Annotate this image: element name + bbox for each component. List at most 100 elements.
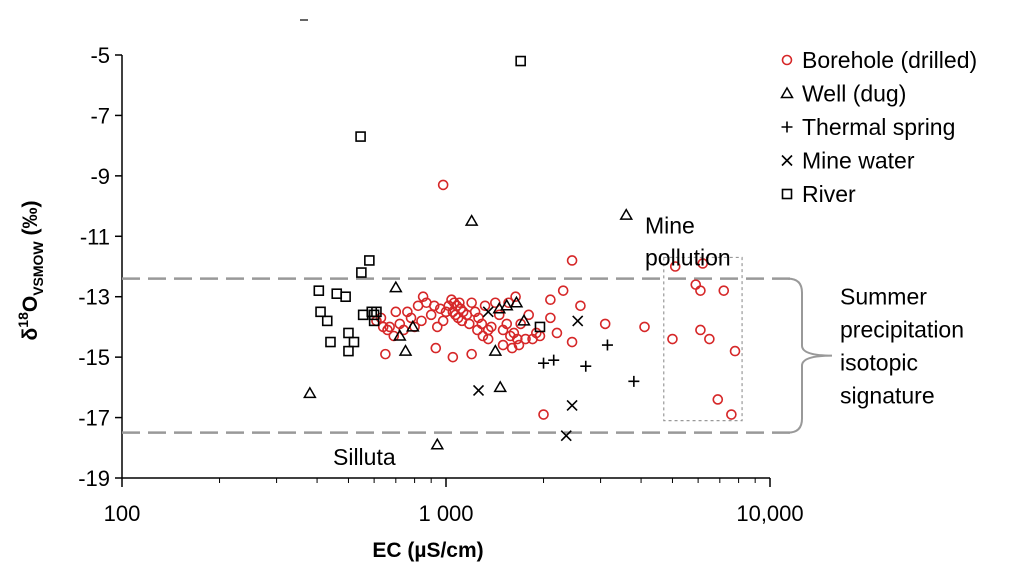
river-point [368,315,380,327]
borehole-drilled-point [695,324,706,336]
y-ticks: -5 -7 -9 -11 -13 -15 -17 -19 [78,43,122,491]
borehole-drilled-point [380,348,391,360]
borehole-drilled-point [447,351,459,363]
well-dug-point [389,280,403,293]
mine-water-point [572,315,584,327]
river-point [357,309,369,321]
legend-marker-well-dug [780,86,794,99]
legend-marker-river [781,188,793,200]
borehole-drilled-point [469,306,481,318]
x-tick-label: 100 [104,501,141,526]
river-point [515,55,526,67]
borehole-drilled-point [513,339,525,351]
borehole-drilled-point [437,179,449,191]
annotation-silluta: Silluta [333,444,396,470]
borehole-drilled-point [384,321,395,333]
borehole-drilled-point [466,297,477,309]
river-point [364,255,375,266]
borehole-drilled-point [545,294,556,306]
y-axis-title: δ18OVSMOW (‰) [15,201,46,341]
well-dug-point [430,437,445,450]
borehole-drilled-point [497,339,509,351]
well-dug-point [493,380,508,393]
data-points [303,55,741,450]
annotation-mine-pollution: pollution [645,244,731,270]
borehole-drilled-point [440,306,452,318]
borehole-drilled-point [402,306,413,318]
borehole-drilled-point [472,324,483,336]
y-tick-label: -13 [78,285,110,310]
borehole-drilled-point [508,327,520,339]
river-point [534,321,546,333]
borehole-drilled-point [417,291,429,303]
borehole-drilled-point [599,318,611,330]
borehole-drilled-point [437,315,449,327]
borehole-drilled-point [729,345,741,357]
mine-water-point [566,399,578,412]
well-dug-point [517,313,531,326]
borehole-drilled-point [566,336,578,348]
borehole-drilled-point [515,318,526,330]
y-tick-label: -5 [90,43,110,68]
legend: Borehole (drilled) Well (dug) Thermal spri… [780,47,977,207]
mine-water-point [482,306,494,318]
borehole-drilled-point [575,300,586,312]
borehole-drilled-point [430,342,442,354]
river-point [348,336,360,348]
legend-marker-borehole-drilled [781,54,793,66]
borehole-drilled-point [520,333,531,345]
borehole-drilled-point [697,258,709,269]
borehole-drilled-point [557,285,569,296]
river-point [321,315,333,327]
borehole-drilled-point [545,312,556,324]
river-point [343,327,354,339]
river-point [340,291,351,303]
borehole-drilled-point [538,409,549,420]
borehole-drilled-point [551,327,563,339]
y-tick-label: -19 [78,466,110,491]
river-point [343,345,354,357]
annotation-summer-precip: precipitation [840,317,964,343]
well-dug-point [398,344,413,356]
y-tick-label: -17 [78,406,110,431]
thermal-spring-point [628,375,640,387]
borehole-drilled-point [639,321,650,333]
borehole-drilled-point [390,306,402,318]
mine-water-point [560,430,572,442]
borehole-drilled-point [690,279,702,290]
y-tick-label: -11 [80,224,110,249]
y-axis-title-main: O [19,296,42,312]
y-tick-label: -9 [90,164,110,189]
well-dug-point [406,319,420,332]
borehole-drilled-point [454,297,465,309]
reference-lines [122,277,792,434]
annotation-mine-pollution: Mine [645,212,695,238]
borehole-drilled-point [416,315,427,327]
mine-pollution-box [663,256,743,422]
y-axis-title-suffix: (‰) [19,201,42,242]
borehole-drilled-point [412,300,424,312]
legend-label-mine-water: Mine water [802,148,915,174]
legend-label-borehole-drilled: Borehole (drilled) [802,47,977,73]
legend-label-thermal-spring: Thermal spring [802,114,955,140]
legend-marker-mine-water [781,154,793,167]
borehole-drilled-point [493,309,505,321]
borehole-drilled-point [667,333,678,345]
thermal-spring-point [548,354,560,366]
borehole-drilled-point [463,318,475,330]
borehole-drilled-point [669,261,681,272]
river-point [313,285,325,296]
thermal-spring-point [538,357,550,369]
well-dug-point [509,295,524,308]
borehole-drilled-point [486,321,497,333]
river-point [356,267,367,278]
borehole-drilled-point [479,300,491,312]
thermal-spring-point [580,360,592,372]
river-point [368,309,380,321]
well-dug-point [499,298,514,311]
borehole-drilled-point [501,318,513,330]
x-axis-title: EC (µS/cm) [372,539,483,562]
borehole-drilled-point [425,309,437,321]
borehole-drilled-point [466,348,477,360]
